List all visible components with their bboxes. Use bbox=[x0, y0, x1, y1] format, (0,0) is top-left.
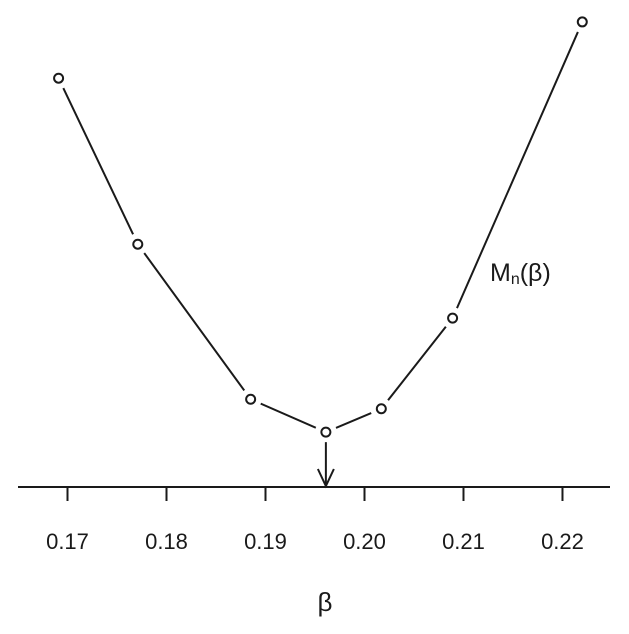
x-tick-label: 0.19 bbox=[244, 529, 287, 554]
x-tick-label: 0.22 bbox=[541, 529, 584, 554]
x-tick-label: 0.18 bbox=[145, 529, 188, 554]
marker bbox=[576, 16, 588, 28]
marker bbox=[447, 312, 459, 324]
x-tick-label: 0.21 bbox=[442, 529, 485, 554]
x-tick-label: 0.20 bbox=[343, 529, 386, 554]
x-axis-label: β bbox=[318, 587, 333, 617]
marker bbox=[245, 393, 257, 405]
marker bbox=[132, 238, 144, 250]
marker bbox=[320, 426, 332, 438]
annotation-sub: n bbox=[511, 271, 520, 288]
series-line bbox=[57, 21, 584, 434]
annotation-tail: (β) bbox=[520, 259, 551, 287]
marker bbox=[375, 403, 387, 415]
minimum-arrowhead bbox=[316, 468, 335, 489]
annotation-main: M bbox=[490, 259, 511, 287]
x-tick-label: 0.17 bbox=[46, 529, 89, 554]
marker bbox=[53, 72, 65, 84]
series-annotation: Mn(β) bbox=[490, 259, 551, 289]
